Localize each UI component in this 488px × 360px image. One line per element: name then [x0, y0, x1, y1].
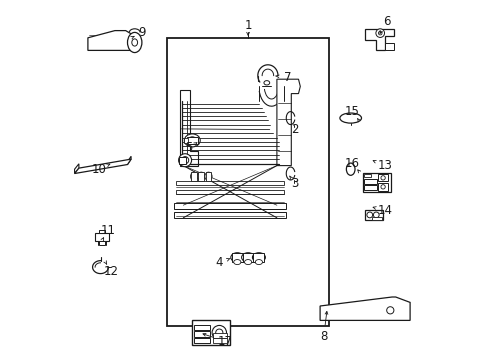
Ellipse shape: [339, 113, 361, 123]
Bar: [377, 183, 387, 191]
Polygon shape: [88, 31, 138, 50]
Bar: [198, 172, 204, 181]
Bar: [253, 253, 264, 262]
Bar: [194, 338, 210, 343]
Text: 11: 11: [100, 224, 115, 237]
Text: 12: 12: [103, 265, 119, 278]
Polygon shape: [174, 203, 285, 209]
Ellipse shape: [230, 253, 244, 262]
Bar: [99, 230, 105, 233]
Polygon shape: [320, 297, 409, 320]
Ellipse shape: [378, 31, 381, 35]
Ellipse shape: [181, 157, 188, 164]
Text: 5: 5: [184, 141, 192, 154]
Bar: [212, 333, 227, 338]
Bar: [364, 185, 376, 190]
Ellipse shape: [346, 163, 354, 175]
Text: 7: 7: [284, 71, 291, 84]
Bar: [95, 233, 109, 241]
Polygon shape: [365, 29, 393, 50]
Bar: [178, 157, 185, 164]
Bar: [194, 331, 210, 337]
Ellipse shape: [264, 81, 269, 85]
Text: 10: 10: [91, 163, 106, 176]
Text: 8: 8: [319, 330, 327, 343]
Bar: [186, 137, 197, 144]
Text: 15: 15: [345, 105, 359, 118]
Text: 14: 14: [377, 204, 391, 217]
Text: 6: 6: [382, 15, 389, 28]
Polygon shape: [127, 156, 131, 165]
Bar: [205, 172, 211, 181]
Ellipse shape: [255, 260, 262, 265]
Bar: [167, 38, 328, 326]
Ellipse shape: [215, 329, 223, 336]
Bar: [377, 174, 387, 181]
Text: 17: 17: [217, 335, 232, 348]
Bar: [184, 138, 187, 143]
Bar: [371, 217, 382, 220]
Text: 1: 1: [244, 19, 251, 32]
Polygon shape: [75, 164, 79, 174]
Bar: [194, 325, 210, 330]
Ellipse shape: [187, 137, 196, 144]
Ellipse shape: [184, 134, 200, 147]
Ellipse shape: [386, 307, 393, 314]
Ellipse shape: [375, 29, 384, 37]
Polygon shape: [75, 159, 131, 174]
Ellipse shape: [190, 172, 197, 181]
Bar: [364, 174, 370, 177]
Text: 4: 4: [215, 256, 223, 269]
Text: 13: 13: [377, 159, 391, 172]
Bar: [212, 338, 227, 343]
Text: 3: 3: [291, 177, 298, 190]
Polygon shape: [176, 181, 284, 185]
Bar: [364, 179, 376, 184]
Ellipse shape: [373, 212, 378, 218]
Ellipse shape: [127, 32, 142, 53]
Polygon shape: [176, 190, 284, 194]
Polygon shape: [174, 212, 285, 218]
Bar: [365, 210, 382, 220]
Bar: [191, 172, 197, 181]
Ellipse shape: [233, 260, 241, 265]
Ellipse shape: [212, 325, 226, 340]
Ellipse shape: [366, 212, 372, 218]
Ellipse shape: [204, 172, 212, 181]
Text: 9: 9: [138, 26, 145, 39]
Ellipse shape: [197, 172, 204, 181]
Bar: [231, 253, 242, 262]
Bar: [242, 253, 253, 262]
Polygon shape: [276, 79, 300, 166]
Ellipse shape: [244, 260, 251, 265]
Text: 16: 16: [345, 157, 359, 170]
Bar: [192, 320, 230, 345]
Polygon shape: [179, 90, 197, 166]
Ellipse shape: [132, 39, 137, 46]
Ellipse shape: [178, 154, 191, 167]
Bar: [362, 173, 390, 192]
Bar: [99, 241, 105, 245]
Text: 2: 2: [290, 123, 298, 136]
Ellipse shape: [241, 253, 254, 262]
Ellipse shape: [252, 253, 265, 262]
Ellipse shape: [380, 185, 385, 189]
Ellipse shape: [380, 176, 385, 180]
Polygon shape: [384, 43, 393, 50]
